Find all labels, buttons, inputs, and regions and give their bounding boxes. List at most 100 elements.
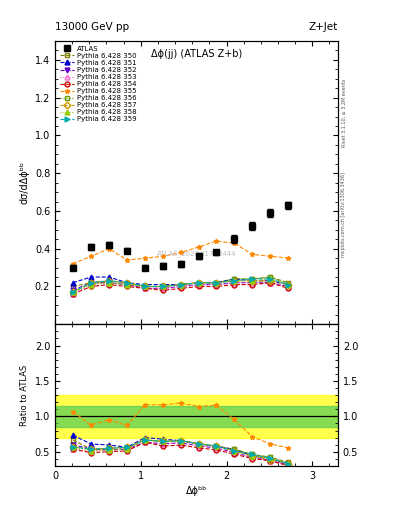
Pythia 6.428 351: [161, 282, 165, 288]
Pythia 6.428 357: [286, 282, 290, 288]
Pythia 6.428 352: [268, 280, 273, 286]
Pythia 6.428 353: [268, 280, 273, 286]
Pythia 6.428 351: [232, 276, 237, 282]
Text: Rivet 3.1.10, ≥ 3.2M events: Rivet 3.1.10, ≥ 3.2M events: [342, 78, 346, 147]
Text: mcplots.cern.ch [arXiv:1306.3436]: mcplots.cern.ch [arXiv:1306.3436]: [342, 173, 346, 258]
Pythia 6.428 351: [125, 280, 129, 286]
Pythia 6.428 355: [250, 251, 255, 258]
Pythia 6.428 357: [179, 282, 184, 288]
Line: Pythia 6.428 357: Pythia 6.428 357: [71, 279, 291, 294]
Pythia 6.428 351: [89, 274, 94, 280]
Pythia 6.428 359: [197, 280, 202, 286]
Pythia 6.428 350: [214, 280, 219, 286]
Pythia 6.428 356: [286, 282, 290, 288]
Pythia 6.428 359: [286, 282, 290, 288]
Pythia 6.428 354: [286, 285, 290, 291]
Pythia 6.428 351: [71, 280, 75, 286]
Pythia 6.428 350: [197, 280, 202, 286]
Pythia 6.428 354: [107, 282, 111, 288]
Pythia 6.428 355: [107, 246, 111, 252]
Pythia 6.428 351: [197, 280, 202, 286]
Pythia 6.428 359: [107, 278, 111, 284]
Pythia 6.428 358: [214, 280, 219, 286]
Pythia 6.428 354: [268, 280, 273, 286]
Pythia 6.428 358: [125, 282, 129, 288]
Pythia 6.428 359: [71, 289, 75, 295]
Pythia 6.428 353: [250, 280, 255, 286]
Bar: [55, 406, 338, 427]
Pythia 6.428 356: [71, 289, 75, 295]
Pythia 6.428 357: [214, 280, 219, 286]
Pythia 6.428 357: [143, 284, 147, 290]
Pythia 6.428 359: [161, 284, 165, 290]
Pythia 6.428 351: [179, 282, 184, 288]
Pythia 6.428 353: [286, 284, 290, 290]
Pythia 6.428 353: [125, 282, 129, 288]
Pythia 6.428 356: [143, 284, 147, 290]
Pythia 6.428 355: [71, 261, 75, 267]
Pythia 6.428 350: [250, 276, 255, 282]
Pythia 6.428 352: [71, 287, 75, 293]
Pythia 6.428 352: [286, 284, 290, 290]
Line: Pythia 6.428 358: Pythia 6.428 358: [71, 276, 291, 294]
Pythia 6.428 354: [179, 285, 184, 291]
Pythia 6.428 356: [107, 280, 111, 286]
Pythia 6.428 359: [268, 276, 273, 282]
Pythia 6.428 357: [71, 289, 75, 295]
Pythia 6.428 350: [71, 284, 75, 290]
Pythia 6.428 356: [197, 280, 202, 286]
Pythia 6.428 350: [268, 274, 273, 280]
Pythia 6.428 353: [179, 284, 184, 290]
Pythia 6.428 352: [143, 285, 147, 291]
Pythia 6.428 358: [232, 278, 237, 284]
Pythia 6.428 358: [107, 280, 111, 286]
Pythia 6.428 355: [232, 240, 237, 246]
Pythia 6.428 355: [89, 253, 94, 260]
Pythia 6.428 357: [107, 278, 111, 284]
Pythia 6.428 357: [232, 278, 237, 284]
Y-axis label: dσ/dΔϕᵇᵇ: dσ/dΔϕᵇᵇ: [19, 161, 29, 204]
Pythia 6.428 351: [286, 282, 290, 288]
Pythia 6.428 358: [179, 282, 184, 288]
Text: Z+Jet: Z+Jet: [309, 23, 338, 32]
Pythia 6.428 359: [89, 280, 94, 286]
Pythia 6.428 357: [161, 284, 165, 290]
Pythia 6.428 359: [125, 280, 129, 286]
Pythia 6.428 358: [197, 280, 202, 286]
Pythia 6.428 351: [143, 282, 147, 288]
Pythia 6.428 352: [125, 282, 129, 288]
Legend: ATLAS, Pythia 6.428 350, Pythia 6.428 351, Pythia 6.428 352, Pythia 6.428 353, P: ATLAS, Pythia 6.428 350, Pythia 6.428 35…: [59, 45, 138, 123]
Pythia 6.428 357: [89, 280, 94, 286]
Pythia 6.428 356: [268, 274, 273, 280]
Pythia 6.428 353: [89, 282, 94, 288]
Line: Pythia 6.428 356: Pythia 6.428 356: [71, 274, 291, 294]
Pythia 6.428 354: [143, 285, 147, 291]
Pythia 6.428 355: [161, 253, 165, 260]
Pythia 6.428 353: [161, 285, 165, 291]
Pythia 6.428 354: [250, 282, 255, 288]
Pythia 6.428 355: [197, 244, 202, 250]
Pythia 6.428 354: [214, 284, 219, 290]
Pythia 6.428 350: [232, 276, 237, 282]
Pythia 6.428 353: [232, 280, 237, 286]
Pythia 6.428 351: [214, 280, 219, 286]
Line: Pythia 6.428 350: Pythia 6.428 350: [71, 274, 291, 289]
Pythia 6.428 354: [71, 291, 75, 297]
Pythia 6.428 350: [89, 280, 94, 286]
Pythia 6.428 352: [197, 282, 202, 288]
Pythia 6.428 358: [89, 282, 94, 288]
Pythia 6.428 353: [143, 285, 147, 291]
Pythia 6.428 350: [125, 280, 129, 286]
Bar: [55, 395, 338, 438]
Text: Δϕ(jj) (ATLAS Z+b): Δϕ(jj) (ATLAS Z+b): [151, 50, 242, 59]
Pythia 6.428 356: [89, 280, 94, 286]
Pythia 6.428 354: [125, 284, 129, 290]
Pythia 6.428 356: [161, 284, 165, 290]
Pythia 6.428 359: [232, 278, 237, 284]
Pythia 6.428 352: [214, 282, 219, 288]
Pythia 6.428 355: [268, 253, 273, 260]
Pythia 6.428 356: [232, 276, 237, 282]
Pythia 6.428 357: [268, 278, 273, 284]
Line: Pythia 6.428 353: Pythia 6.428 353: [71, 280, 291, 296]
Pythia 6.428 357: [250, 278, 255, 284]
